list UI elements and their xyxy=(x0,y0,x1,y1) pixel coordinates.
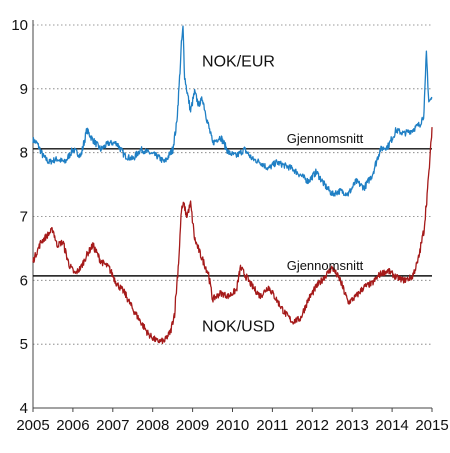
x-tick-label: 2010 xyxy=(216,417,249,434)
series-line-nok-usd xyxy=(32,127,433,345)
x-tick-label: 2006 xyxy=(56,417,89,434)
average-label: Gjennomsnitt xyxy=(287,131,364,146)
y-tick-label: 8 xyxy=(20,145,28,162)
series-label: NOK/USD xyxy=(202,318,275,335)
x-tick-label: 2009 xyxy=(176,417,209,434)
average-label: Gjennomsnitt xyxy=(287,258,364,273)
y-tick-label: 5 xyxy=(20,336,28,353)
y-tick-label: 6 xyxy=(20,272,28,289)
y-tick-label: 7 xyxy=(20,209,28,226)
x-tick-label: 2005 xyxy=(16,417,49,434)
y-tick-label: 4 xyxy=(20,400,28,417)
x-tick-label: 2008 xyxy=(136,417,169,434)
y-tick-label: 9 xyxy=(20,81,28,98)
x-tick-label: 2007 xyxy=(96,417,129,434)
labels: 4 5 6 7 8 9 10 2005 2006 2007 2008 2009 2010 2011 2012… xyxy=(11,17,448,434)
reference-lines xyxy=(33,148,432,277)
series-lines xyxy=(32,25,433,345)
series-line-nok-eur xyxy=(32,25,433,197)
gridlines xyxy=(33,24,432,345)
x-tick-label: 2011 xyxy=(256,417,288,434)
series-label: NOK/EUR xyxy=(202,53,275,70)
y-tick-label: 10 xyxy=(11,17,28,34)
x-tick-label: 2013 xyxy=(336,417,369,434)
x-tick-label: 2014 xyxy=(375,417,408,434)
x-tick-label: 2012 xyxy=(296,417,329,434)
axes xyxy=(32,20,433,412)
x-tick-label: 2015 xyxy=(415,417,448,434)
